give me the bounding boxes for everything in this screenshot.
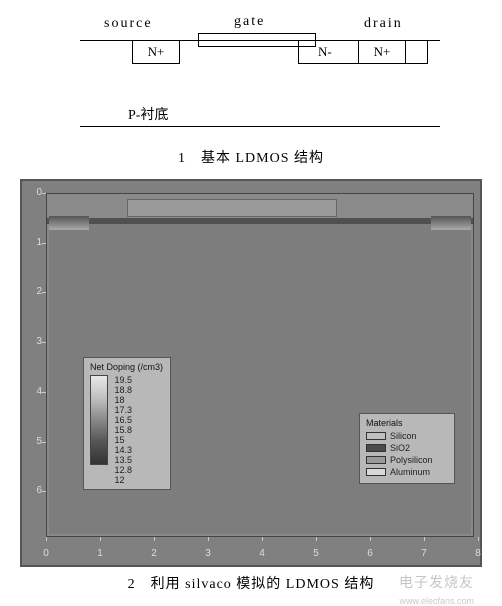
watermark-text: 电子发烧友 (399, 572, 474, 592)
ytick-label: 6 (24, 485, 42, 496)
doping-gradient-bar (90, 375, 108, 465)
xtick-mark (316, 537, 317, 541)
material-swatch (366, 456, 386, 464)
ytick-label: 4 (24, 386, 42, 397)
xtick-mark (262, 537, 263, 541)
plot-area: Net Doping (/cm3) 19.5 18.8 18 17.3 16.5… (46, 193, 474, 537)
xtick-label: 2 (144, 548, 164, 559)
doping-val: 12 (115, 475, 133, 485)
xtick-label: 1 (90, 548, 110, 559)
ytick-label: 0 (24, 187, 42, 198)
drift-region-box (298, 40, 428, 64)
ytick-mark (42, 342, 46, 343)
ytick-mark (42, 442, 46, 443)
material-row: Polysilicon (366, 455, 448, 465)
figure-1-caption: 1 基本 LDMOS 结构 (0, 147, 502, 167)
ytick-label: 1 (24, 237, 42, 248)
doping-val: 16.5 (115, 415, 133, 425)
ytick-mark (42, 292, 46, 293)
materials-legend: Materials Silicon SiO2 Polysilicon Alumi… (359, 413, 455, 484)
watermark-url: www.elecfans.com (399, 596, 474, 606)
xtick-mark (424, 537, 425, 541)
ytick-mark (42, 491, 46, 492)
xtick-label: 4 (252, 548, 272, 559)
figure-1-schematic: source gate drain N+ N- N+ P-衬底 (40, 0, 460, 145)
ytick-mark (42, 392, 46, 393)
material-label: Aluminum (390, 467, 430, 477)
xtick-mark (154, 537, 155, 541)
ytick-label: 5 (24, 436, 42, 447)
doping-val: 15.8 (115, 425, 133, 435)
source-contact (49, 216, 89, 230)
xtick-mark (208, 537, 209, 541)
xtick-label: 8 (468, 548, 488, 559)
drain-contact (431, 216, 471, 230)
material-label: Polysilicon (390, 455, 433, 465)
material-label: Silicon (390, 431, 417, 441)
substrate-line (80, 126, 440, 127)
label-gate: gate (234, 14, 265, 30)
figure-2-simulation: Net Doping (/cm3) 19.5 18.8 18 17.3 16.5… (20, 179, 482, 567)
xtick-mark (100, 537, 101, 541)
material-row: Aluminum (366, 467, 448, 477)
doping-val: 14.3 (115, 445, 133, 455)
material-swatch (366, 432, 386, 440)
doping-val: 17.3 (115, 405, 133, 415)
material-row: SiO2 (366, 443, 448, 453)
xtick-label: 0 (36, 548, 56, 559)
nplus-left-box: N+ (132, 40, 180, 64)
label-source: source (104, 16, 153, 32)
materials-legend-title: Materials (366, 418, 448, 428)
xtick-label: 6 (360, 548, 380, 559)
ytick-label: 3 (24, 336, 42, 347)
xtick-mark (478, 537, 479, 541)
substrate-label: P-衬底 (128, 104, 168, 124)
label-drain: drain (364, 16, 403, 32)
doping-values: 19.5 18.8 18 17.3 16.5 15.8 15 14.3 13.5… (115, 375, 133, 485)
xtick-mark (370, 537, 371, 541)
ytick-mark (42, 243, 46, 244)
doping-val: 18.8 (115, 385, 133, 395)
doping-val: 18 (115, 395, 133, 405)
xtick-mark (46, 537, 47, 541)
material-swatch (366, 444, 386, 452)
xtick-label: 5 (306, 548, 326, 559)
doping-val: 13.5 (115, 455, 133, 465)
material-label: SiO2 (390, 443, 410, 453)
ytick-mark (42, 193, 46, 194)
xtick-label: 3 (198, 548, 218, 559)
material-row: Silicon (366, 431, 448, 441)
doping-legend: Net Doping (/cm3) 19.5 18.8 18 17.3 16.5… (83, 357, 171, 490)
doping-val: 15 (115, 435, 133, 445)
doping-val: 12.8 (115, 465, 133, 475)
doping-legend-title: Net Doping (/cm3) (90, 362, 164, 372)
ytick-label: 2 (24, 286, 42, 297)
poly-gate (127, 199, 337, 217)
doping-val: 19.5 (115, 375, 133, 385)
oxide-surface (47, 218, 473, 224)
xtick-label: 7 (414, 548, 434, 559)
material-swatch (366, 468, 386, 476)
